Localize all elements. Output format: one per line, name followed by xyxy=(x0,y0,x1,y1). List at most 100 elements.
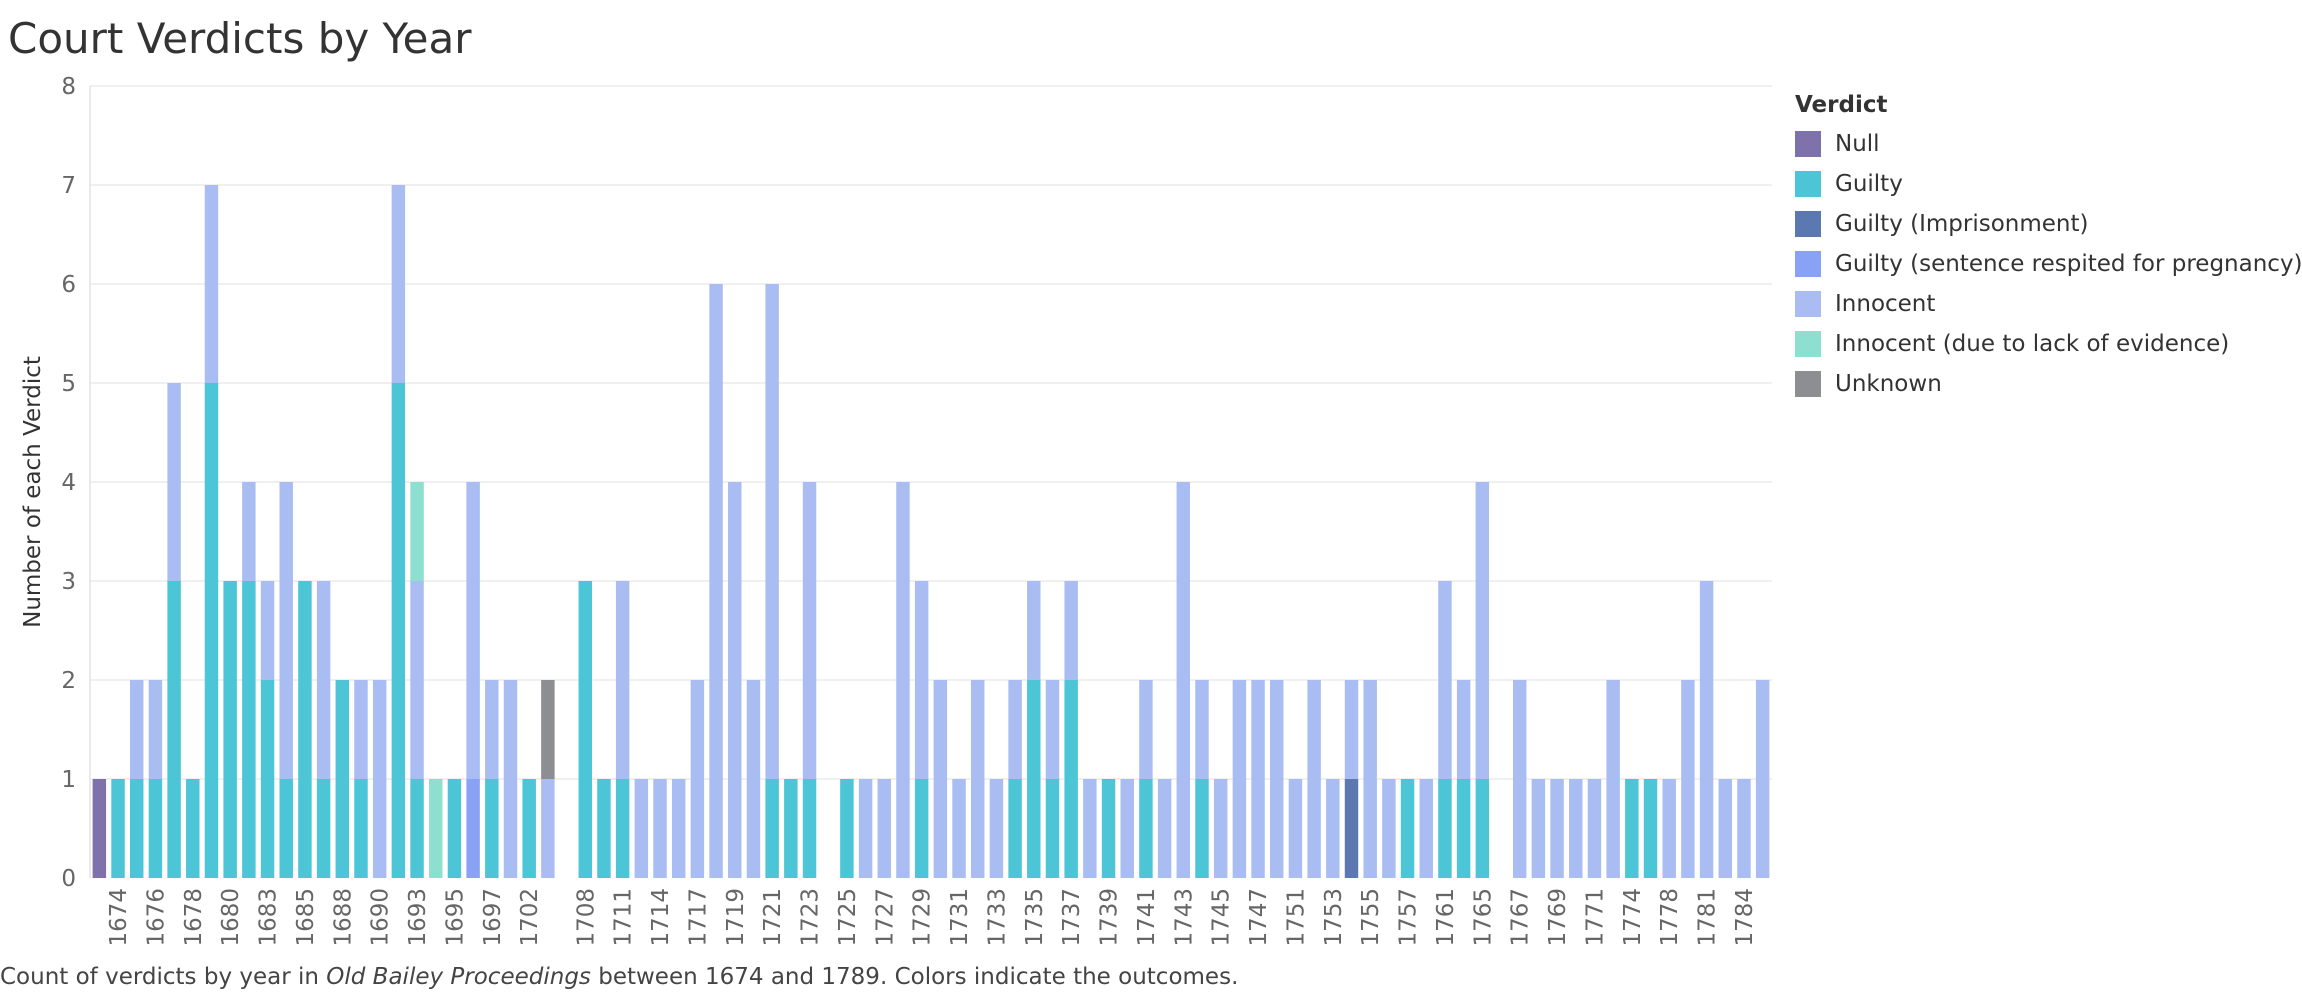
bar-segment[interactable] xyxy=(1027,680,1041,878)
bar-segment[interactable] xyxy=(167,581,181,878)
bar-segment[interactable] xyxy=(1456,680,1471,779)
bar-segment[interactable] xyxy=(1139,680,1153,779)
bar-segment[interactable] xyxy=(1232,680,1247,878)
bar-segment[interactable] xyxy=(1475,779,1490,878)
bar-segment[interactable] xyxy=(129,680,144,779)
bar-segment[interactable] xyxy=(485,680,499,779)
bar-segment[interactable] xyxy=(746,680,761,878)
bar-segment[interactable] xyxy=(1718,779,1733,878)
bar-segment[interactable] xyxy=(391,383,406,878)
bar-segment[interactable] xyxy=(92,779,107,878)
bar-segment[interactable] xyxy=(1569,779,1583,878)
bar-segment[interactable] xyxy=(1195,680,1209,779)
bar-segment[interactable] xyxy=(597,779,611,878)
bar-segment[interactable] xyxy=(634,779,649,878)
bar-segment[interactable] xyxy=(223,581,237,878)
bar-segment[interactable] xyxy=(1438,581,1452,779)
bar-segment[interactable] xyxy=(615,779,630,878)
bar-segment[interactable] xyxy=(1120,779,1134,878)
bar-segment[interactable] xyxy=(1755,680,1770,878)
bar-segment[interactable] xyxy=(914,779,929,878)
bar-segment[interactable] xyxy=(1251,680,1265,878)
bar-segment[interactable] xyxy=(914,581,929,779)
bar-segment[interactable] xyxy=(1625,779,1639,878)
bar-segment[interactable] xyxy=(1606,680,1620,878)
bar-segment[interactable] xyxy=(989,779,1004,878)
bar-segment[interactable] xyxy=(1681,680,1695,878)
bar-segment[interactable] xyxy=(709,284,723,878)
bar-segment[interactable] xyxy=(522,779,536,878)
bar-segment[interactable] xyxy=(148,680,163,779)
bar-segment[interactable] xyxy=(503,680,518,878)
legend-item[interactable]: Guilty xyxy=(1795,164,2302,204)
bar-segment[interactable] xyxy=(1045,680,1060,779)
bar-segment[interactable] xyxy=(1064,581,1078,680)
bar-segment[interactable] xyxy=(1064,680,1078,878)
bar-segment[interactable] xyxy=(728,482,742,878)
bar-segment[interactable] xyxy=(970,680,985,878)
bar-segment[interactable] xyxy=(111,779,125,878)
bar-segment[interactable] xyxy=(1326,779,1340,878)
bar-segment[interactable] xyxy=(1456,779,1471,878)
legend-item[interactable]: Guilty (Imprisonment) xyxy=(1795,204,2302,244)
bar-segment[interactable] xyxy=(242,482,256,581)
bar-segment[interactable] xyxy=(260,581,275,680)
bar-segment[interactable] xyxy=(485,779,499,878)
legend-item[interactable]: Innocent xyxy=(1795,284,2302,324)
bar-segment[interactable] xyxy=(1288,779,1303,878)
bar-segment[interactable] xyxy=(1344,779,1359,878)
bar-segment[interactable] xyxy=(578,581,592,878)
bar-segment[interactable] xyxy=(1643,779,1658,878)
bar-segment[interactable] xyxy=(802,482,817,779)
bar-segment[interactable] xyxy=(1307,680,1321,878)
bar-segment[interactable] xyxy=(1400,779,1415,878)
bar-segment[interactable] xyxy=(1176,482,1191,878)
bar-segment[interactable] xyxy=(1419,779,1433,878)
bar-segment[interactable] xyxy=(279,779,293,878)
bar-segment[interactable] xyxy=(410,482,424,581)
bar-segment[interactable] xyxy=(1195,779,1209,878)
bar-segment[interactable] xyxy=(298,581,312,878)
bar-segment[interactable] xyxy=(653,779,667,878)
bar-segment[interactable] xyxy=(1512,680,1527,878)
bar-segment[interactable] xyxy=(858,779,873,878)
bar-segment[interactable] xyxy=(186,779,200,878)
bar-segment[interactable] xyxy=(1008,680,1022,779)
bar-segment[interactable] xyxy=(1344,680,1359,779)
bar-segment[interactable] xyxy=(784,779,798,878)
bar-segment[interactable] xyxy=(933,680,948,878)
bar-segment[interactable] xyxy=(765,284,779,779)
bar-segment[interactable] xyxy=(1363,680,1377,878)
bar-segment[interactable] xyxy=(952,779,966,878)
bar-segment[interactable] xyxy=(204,383,219,878)
bar-segment[interactable] xyxy=(1475,482,1490,779)
bar-segment[interactable] xyxy=(1550,779,1564,878)
bar-segment[interactable] xyxy=(1157,779,1172,878)
bar-segment[interactable] xyxy=(1737,779,1751,878)
bar-segment[interactable] xyxy=(354,779,368,878)
bar-segment[interactable] xyxy=(1662,779,1676,878)
bar-segment[interactable] xyxy=(148,779,163,878)
bar-segment[interactable] xyxy=(429,779,443,878)
bar-segment[interactable] xyxy=(391,185,406,383)
bar-segment[interactable] xyxy=(335,680,350,878)
bar-segment[interactable] xyxy=(1027,581,1041,680)
bar-segment[interactable] xyxy=(802,779,817,878)
bar-segment[interactable] xyxy=(466,482,480,779)
bar-segment[interactable] xyxy=(896,482,910,878)
bar-segment[interactable] xyxy=(1045,779,1060,878)
legend-item[interactable]: Unknown xyxy=(1795,364,2302,404)
bar-segment[interactable] xyxy=(466,779,480,878)
bar-segment[interactable] xyxy=(1531,779,1546,878)
bar-segment[interactable] xyxy=(316,779,331,878)
bar-segment[interactable] xyxy=(1270,680,1284,878)
legend-item[interactable]: Innocent (due to lack of evidence) xyxy=(1795,324,2302,364)
bar-segment[interactable] xyxy=(242,581,256,878)
bar-segment[interactable] xyxy=(1008,779,1022,878)
bar-segment[interactable] xyxy=(354,680,368,779)
bar-segment[interactable] xyxy=(690,680,705,878)
bar-segment[interactable] xyxy=(1083,779,1097,878)
bar-segment[interactable] xyxy=(447,779,462,878)
bar-segment[interactable] xyxy=(840,779,854,878)
legend-item[interactable]: Guilty (sentence respited for pregnancy) xyxy=(1795,244,2302,284)
